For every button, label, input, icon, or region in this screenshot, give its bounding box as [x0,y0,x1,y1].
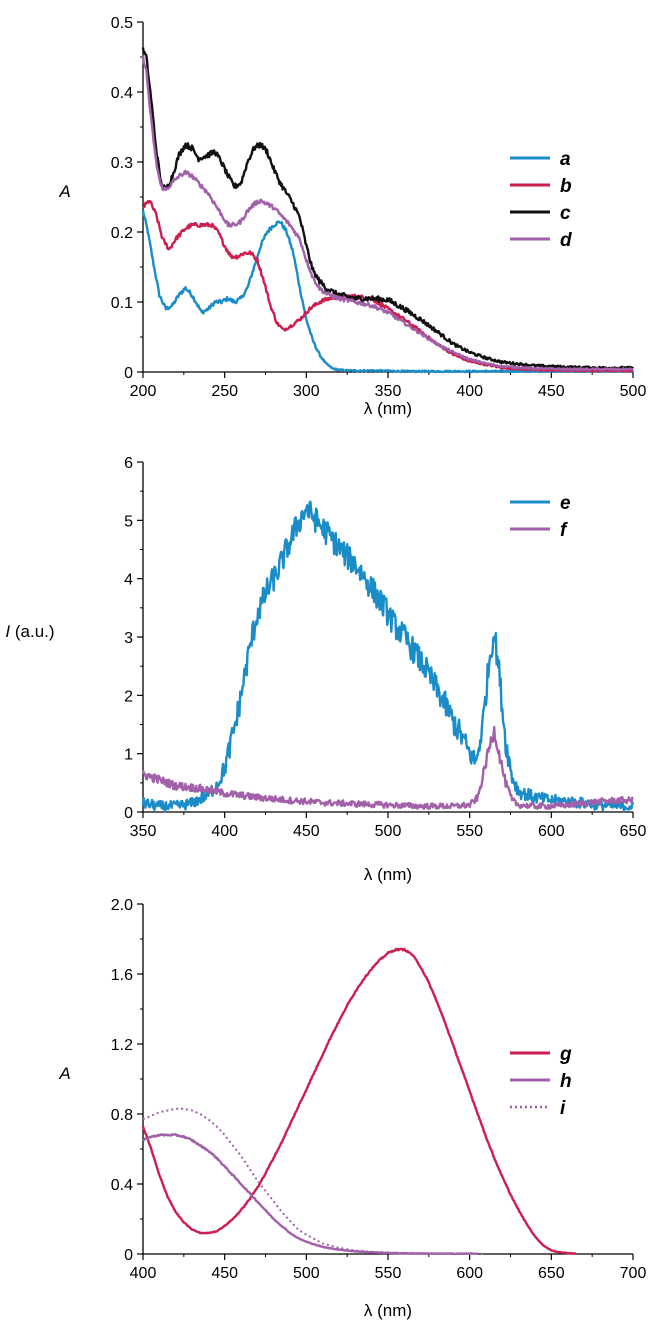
legend-label-e: e [560,493,571,514]
y-tick-label: 0.1 [111,295,133,312]
legend-label-b: b [560,176,572,197]
x-tick-label: 500 [620,383,647,400]
y-tick-label: 2 [124,688,133,705]
series-line-b [142,199,634,373]
x-tick-label: 650 [538,1265,565,1282]
y-tick-label: 1.2 [111,1037,133,1054]
x-axis-label: λ (nm) [364,865,412,884]
x-tick-label: 300 [293,383,320,400]
y-tick-label: 6 [124,455,133,472]
series-line-g [141,947,577,1255]
legend-label-d: d [560,230,572,251]
x-tick-label: 500 [293,1265,320,1282]
x-tick-label: 550 [456,823,483,840]
x-tick-label: 400 [456,383,483,400]
y-tick-label: 0.8 [111,1107,133,1124]
x-tick-label: 400 [130,1265,157,1282]
x-tick-label: 400 [211,823,238,840]
series-line-d [141,55,634,372]
y-axis-label: A [58,1064,70,1083]
y-tick-label: 1 [124,747,133,764]
y-axis-label: I (a.u.) [5,622,54,641]
legend-label-g: g [559,1044,572,1065]
x-tick-label: 500 [375,823,402,840]
y-tick-label: 0.5 [111,15,133,32]
y-tick-label: 0.4 [111,1177,133,1194]
x-axis-label: λ (nm) [364,399,412,418]
x-axis-label: λ (nm) [364,1301,412,1320]
x-tick-label: 550 [375,1265,402,1282]
series-line-f [141,725,634,810]
x-tick-label: 600 [456,1265,483,1282]
x-tick-label: 650 [620,823,647,840]
x-tick-label: 350 [375,383,402,400]
series-line-e [141,500,635,813]
chart-panel-3: 400 450 500 550 600 650 700 0 0.4 0.8 1.2 1.6 2.0 λ (… [58,897,646,1320]
y-tick-label: 0.3 [111,155,133,172]
x-tick-label: 450 [538,383,565,400]
x-tick-label: 450 [211,1265,238,1282]
x-tick-label: 700 [620,1265,647,1282]
x-tick-label: 600 [538,823,565,840]
y-tick-label: 0 [124,805,133,822]
y-tick-label: 0 [124,365,133,382]
x-tick-label: 250 [211,383,238,400]
series-line-i [142,1107,487,1255]
y-tick-label: 0.4 [111,85,133,102]
y-tick-label: 4 [124,572,133,589]
x-tick-label: 200 [130,383,157,400]
y-axis-label: A [58,182,70,201]
series-line-c [141,47,635,371]
legend-label-i: i [560,1098,566,1119]
legend-label-h: h [560,1071,572,1092]
legend-label-a: a [560,149,571,170]
y-tick-label: 5 [124,513,133,530]
chart-panel-2: 350 400 450 500 550 600 650 0 1 2 3 4 5 6 λ (nm) I (a.u… [5,455,646,884]
chart-panel-1: 200 250 300 350 400 450 500 0 0.1 0.2 0.3 0.4 0.5 λ (… [58,15,646,418]
y-tick-label: 3 [124,630,133,647]
legend-label-f: f [560,520,568,541]
y-tick-label: 0.2 [111,225,133,242]
y-tick-label: 1.6 [111,967,133,984]
x-tick-label: 450 [293,823,320,840]
x-tick-label: 350 [130,823,157,840]
y-tick-label: 2.0 [111,897,133,914]
legend-label-c: c [560,203,571,224]
y-tick-label: 0 [124,1247,133,1264]
